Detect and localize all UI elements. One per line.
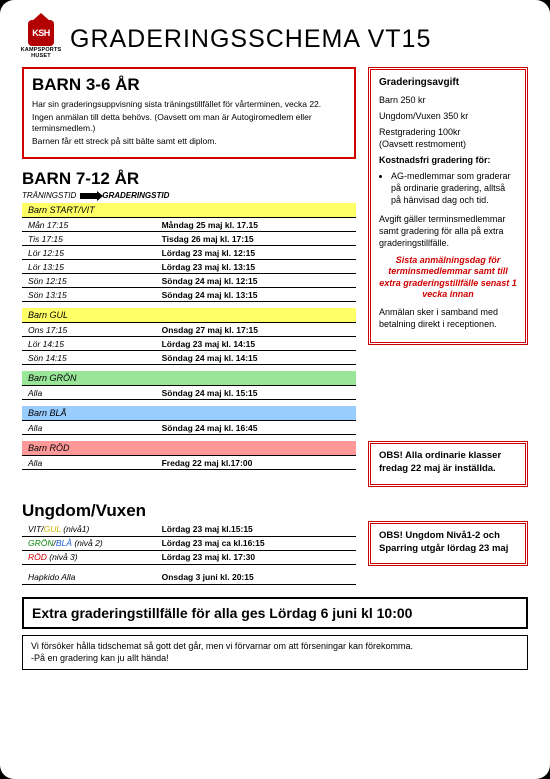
fees-box: Graderingsavgift Barn 250 kr Ungdom/Vuxe… <box>368 67 528 345</box>
table-gron: Barn GRÖN AllaSöndag 24 maj kl. 15:15 <box>22 371 356 400</box>
fee-free-heading: Kostnadsfri gradering för: <box>379 154 517 166</box>
table-row: Lör 13:15Lördag 23 maj kl. 13:15 <box>22 260 356 274</box>
barn-3-6-p1: Har sin graderingsuppvisning sista träni… <box>32 99 346 110</box>
table-startvit: Barn START/VIT Mån 17:15Måndag 25 maj kl… <box>22 203 356 302</box>
fees-heading: Graderingsavgift <box>379 76 517 90</box>
table-gul: Barn GUL Ons 17:15Onsdag 27 maj kl. 17:1… <box>22 308 356 365</box>
obs2-box: OBS! Ungdom Nivå1-2 och Sparring utgår l… <box>368 521 528 567</box>
left-column: BARN 3-6 ÅR Har sin graderingsuppvisning… <box>22 67 356 441</box>
barn-3-6-p2: Ingen anmälan till detta behövs. (Oavset… <box>32 112 346 134</box>
table-row: Mån 17:15Måndag 25 maj kl. 17.15 <box>22 218 356 232</box>
table-hapkido: Hapkido AllaOnsdag 3 juni kl. 20:15 <box>22 571 356 585</box>
fee-list: AG-medlemmar som graderar på ordinarie g… <box>379 170 517 206</box>
group-gul: Barn GUL <box>22 308 356 323</box>
table-row: Tis 17:15Tisdag 26 maj kl. 17:15 <box>22 232 356 246</box>
fee-ungdom: Ungdom/Vuxen 350 kr <box>379 110 517 122</box>
logo: KSH KAMPSPORTS HUSET <box>22 20 60 59</box>
group-rod: Barn RÖD <box>22 441 356 456</box>
logo-subtitle: KAMPSPORTS HUSET <box>21 48 62 59</box>
barn-3-6-p3: Barnen får ett streck på sitt bälte samt… <box>32 136 346 147</box>
fee-rest: Restgradering 100kr (Oavsett restmoment) <box>379 126 517 150</box>
obs1-text: OBS! Alla ordinarie klasser fredag 22 ma… <box>379 450 501 474</box>
group-gron: Barn GRÖN <box>22 371 356 386</box>
table-bla: Barn BLÅ AllaSöndag 24 maj kl. 16:45 <box>22 406 356 435</box>
table-row: AllaFredag 22 maj kl.17:00 <box>22 456 356 470</box>
footer-box: Vi försöker hålla tidschemat så gott det… <box>22 635 528 670</box>
fee-terms: Avgift gäller terminsmedlemmar samt grad… <box>379 213 517 249</box>
extra-box: Extra graderingstillfälle för alla ges L… <box>22 597 528 629</box>
legend: TRÄNINGSTID GRADERINGSTID <box>22 191 356 200</box>
table-row: Lör 12:15Lördag 23 maj kl. 12:15 <box>22 246 356 260</box>
ungdom-heading: Ungdom/Vuxen <box>22 501 356 521</box>
footer-line1: Vi försöker hålla tidschemat så gott det… <box>31 641 413 651</box>
barn-7-12-heading: BARN 7-12 ÅR <box>22 169 356 189</box>
legend-grading: GRADERINGSTID <box>102 191 169 200</box>
table-ungdom: VIT/GUL (nivå1) Lördag 23 maj kl.15:15 G… <box>22 523 356 565</box>
right-column: Graderingsavgift Barn 250 kr Ungdom/Vuxe… <box>368 67 528 441</box>
rod-row: Barn RÖD AllaFredag 22 maj kl.17:00 OBS!… <box>22 441 528 495</box>
ungdom-row: Ungdom/Vuxen VIT/GUL (nivå1) Lördag 23 m… <box>22 495 528 591</box>
page-title: GRADERINGSSCHEMA VT15 <box>70 25 431 54</box>
table-row: AllaSöndag 24 maj kl. 16:45 <box>22 421 356 435</box>
table-rod: Barn RÖD AllaFredag 22 maj kl.17:00 <box>22 441 356 470</box>
table-row: RÖD (nivå 3) Lördag 23 maj kl. 17:30 <box>22 550 356 564</box>
fee-signup: Anmälan sker i samband med betalning dir… <box>379 306 517 330</box>
logo-badge: KSH <box>28 20 54 46</box>
obs1-box: OBS! Alla ordinarie klasser fredag 22 ma… <box>368 441 528 487</box>
table-row: GRÖN/BLÅ (nivå 2) Lördag 23 maj ca kl.16… <box>22 536 356 550</box>
table-row: Lör 14:15Lördag 23 maj kl. 14:15 <box>22 337 356 351</box>
page: KSH KAMPSPORTS HUSET GRADERINGSSCHEMA VT… <box>0 0 550 779</box>
fee-bullet: AG-medlemmar som graderar på ordinarie g… <box>391 170 517 206</box>
fee-deadline: Sista anmälningsdag för terminsmedlemmar… <box>379 255 517 300</box>
group-startvit: Barn START/VIT <box>22 203 356 218</box>
footer-line2: -På en gradering kan ju allt hända! <box>31 653 169 663</box>
table-row: VIT/GUL (nivå1) Lördag 23 maj kl.15:15 <box>22 523 356 537</box>
header: KSH KAMPSPORTS HUSET GRADERINGSSCHEMA VT… <box>22 20 528 59</box>
arrow-icon <box>80 193 98 199</box>
barn-3-6-box: BARN 3-6 ÅR Har sin graderingsuppvisning… <box>22 67 356 159</box>
table-row: Hapkido AllaOnsdag 3 juni kl. 20:15 <box>22 571 356 585</box>
table-row: AllaSöndag 24 maj kl. 15:15 <box>22 386 356 400</box>
table-row: Sön 14:15Söndag 24 maj kl. 14:15 <box>22 351 356 365</box>
barn-3-6-heading: BARN 3-6 ÅR <box>32 75 346 95</box>
table-row: Sön 13:15Söndag 24 maj kl. 13:15 <box>22 288 356 302</box>
table-row: Ons 17:15Onsdag 27 maj kl. 17:15 <box>22 323 356 337</box>
legend-training: TRÄNINGSTID <box>22 191 76 200</box>
fee-barn: Barn 250 kr <box>379 94 517 106</box>
group-bla: Barn BLÅ <box>22 406 356 421</box>
table-row: Sön 12:15Söndag 24 maj kl. 12:15 <box>22 274 356 288</box>
logo-abbr: KSH <box>32 28 50 38</box>
obs2-text: OBS! Ungdom Nivå1-2 och Sparring utgår l… <box>379 530 508 554</box>
main-columns: BARN 3-6 ÅR Har sin graderingsuppvisning… <box>22 67 528 441</box>
